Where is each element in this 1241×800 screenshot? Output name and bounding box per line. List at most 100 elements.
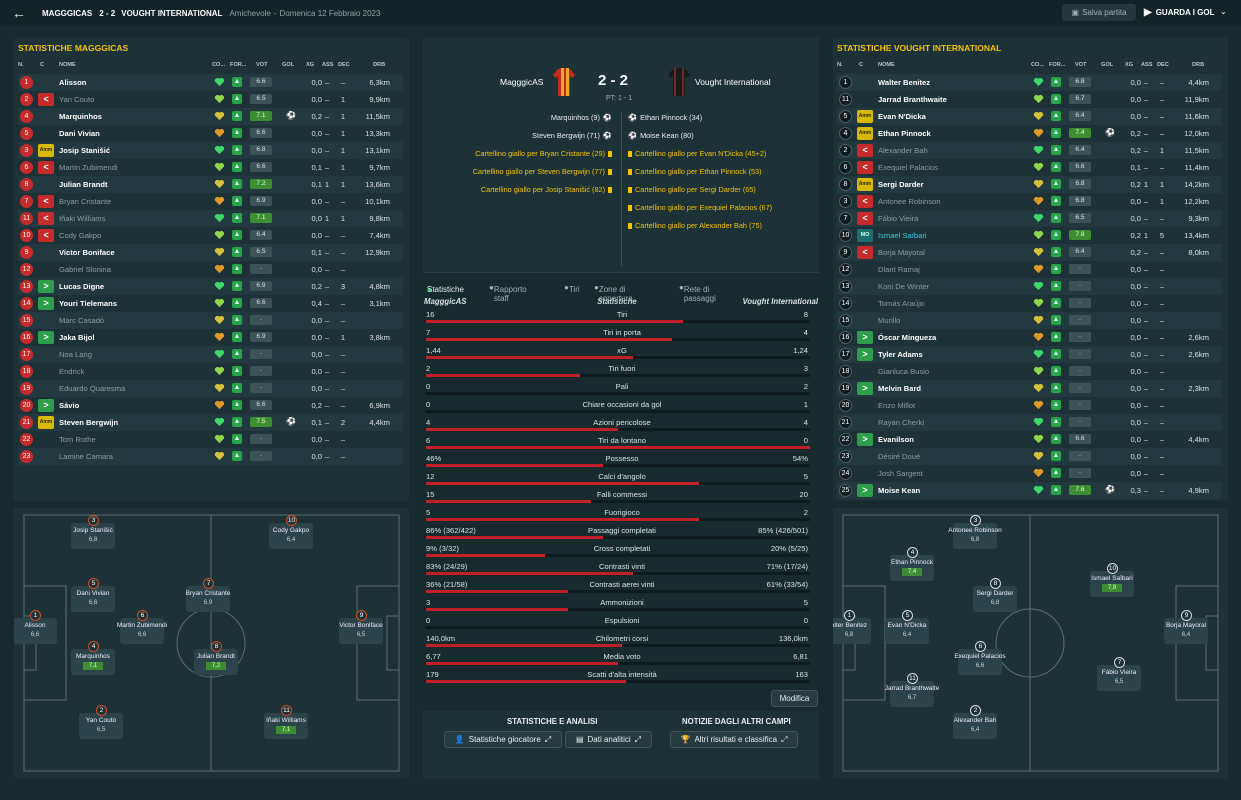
player-row[interactable]: 16 > Jaka Bijol ▲ 6.9 0,0– 1 3,8km <box>18 329 403 346</box>
player-name[interactable]: Victor Boniface <box>59 248 115 257</box>
player-row[interactable]: 18 Endrick ▲ -0,0– – <box>18 363 403 380</box>
pitch-player-token[interactable]: 11 Jarrad Branthwaite 6,7 <box>882 673 942 709</box>
player-row[interactable]: 7 < Bryan Cristante ▲ 6.9 0,0– –10,1km <box>18 193 403 210</box>
player-row[interactable]: 21 Rayan Cherki ▲ -0,0– – <box>837 414 1222 431</box>
player-name[interactable]: Marquinhos <box>59 112 103 121</box>
player-row[interactable]: 9 < Borja Mayoral ▲ 6.4 0,2– –8,0km <box>837 244 1222 261</box>
player-name[interactable]: Alexander Bah <box>878 146 928 155</box>
player-row[interactable]: 17 Noa Lang ▲ -0,0– – <box>18 346 403 363</box>
player-name[interactable]: Gianluca Busio <box>878 367 930 376</box>
player-name[interactable]: Eduardo Quaresma <box>59 384 126 393</box>
player-row[interactable]: 13 > Lucas Digne ▲ 6.9 0,2– 3 4,8km <box>18 278 403 295</box>
player-row[interactable]: 15 Marc Casadó ▲ -0,0– – <box>18 312 403 329</box>
save-match-button[interactable]: ▣ Salva partita <box>1062 4 1136 21</box>
player-name[interactable]: Ethan Pinnock <box>878 129 931 138</box>
player-name[interactable]: Gabriel Slonina <box>59 265 111 274</box>
player-name[interactable]: Martin Zubimendi <box>59 163 118 172</box>
player-row[interactable]: 10 MO Ismael Saïbari ▲ 7.8 0,2 1 5 13,4km <box>837 227 1222 244</box>
player-row[interactable]: 2 < Yan Couto ▲ 6.5 0,0– 1 9,9km <box>18 91 403 108</box>
pitch-player-token[interactable]: 3 Josip Stanišić 6,8 <box>63 515 123 551</box>
player-name[interactable]: Lucas Digne <box>59 282 105 291</box>
player-name[interactable]: Julian Brandt <box>59 180 108 189</box>
player-row[interactable]: 19 Eduardo Quaresma ▲ -0,0– – <box>18 380 403 397</box>
tab-tiri[interactable]: ● Tiri <box>564 283 580 294</box>
player-row[interactable]: 9 Victor Boniface ▲ 6.5 0,1– –12,9km <box>18 244 403 261</box>
pitch-player-token[interactable]: 1 alter Benitez 6,8 <box>833 610 879 646</box>
player-row[interactable]: 23 Lamine Camara ▲ -0,0– – <box>18 448 403 465</box>
player-name[interactable]: Moise Kean <box>878 486 921 495</box>
player-name[interactable]: Tomás Araújo <box>878 299 925 308</box>
player-name[interactable]: Jaka Bijol <box>59 333 95 342</box>
pitch-player-token[interactable]: 11 Iñaki Williams 7,1 <box>256 705 316 741</box>
player-row[interactable]: 17 > Tyler Adams ▲ -0,0– –2,6km <box>837 346 1222 363</box>
tab-rapporto-staff[interactable]: ● Rapporto staff <box>489 283 527 303</box>
pitch-player-token[interactable]: 10 Cody Gakpo 6,4 <box>261 515 321 551</box>
player-row[interactable]: 20 Enzo Millot ▲ -0,0– – <box>837 397 1222 414</box>
pitch-player-token[interactable]: 9 Victor Boniface 6,5 <box>331 610 391 646</box>
other-results-button[interactable]: 🏆 Altri risultati e classifica ⤢ <box>670 731 798 748</box>
player-name[interactable]: Youri Tielemans <box>59 299 117 308</box>
player-name[interactable]: Steven Bergwijn <box>59 418 119 427</box>
analytics-button[interactable]: ▤ Dati analitici ⤢ <box>565 731 652 748</box>
player-name[interactable]: Lamine Camara <box>59 452 114 461</box>
player-name[interactable]: Jarrad Branthwaite <box>878 95 947 104</box>
player-row[interactable]: 8 Julian Brandt ▲ 7.2 0,1 1 1 13,6km <box>18 176 403 193</box>
player-row[interactable]: 12 Dlant Ramaj ▲ -0,0– – <box>837 261 1222 278</box>
player-row[interactable]: 7 < Fábio Vieira ▲ 6.5 0,0– –9,3km <box>837 210 1222 227</box>
player-row[interactable]: 1 Alisson ▲ 6.6 0,0– –6,3km <box>18 74 403 91</box>
tab-rete-passaggi[interactable]: ● Rete di passaggi <box>679 283 716 303</box>
player-row[interactable]: 11 Jarrad Branthwaite ▲ 6.7 0,0– –11,9km <box>837 91 1222 108</box>
player-name[interactable]: Tyler Adams <box>878 350 923 359</box>
player-name[interactable]: Walter Benitez <box>878 78 931 87</box>
player-row[interactable]: 25 > Moise Kean ▲ 7.6 ⚽ 0,3– –4,9km <box>837 482 1222 499</box>
player-row[interactable]: 24 Josh Sargent ▲ -0,0– – <box>837 465 1222 482</box>
player-name[interactable]: Óscar Mingueza <box>878 333 937 342</box>
player-name[interactable]: Murillo <box>878 316 901 325</box>
player-row[interactable]: 14 Tomás Araújo ▲ -0,0– – <box>837 295 1222 312</box>
pitch-player-token[interactable]: 7 Bryan Cristante 6,9 <box>178 578 238 614</box>
player-row[interactable]: 16 > Óscar Mingueza ▲ -0,0– –2,6km <box>837 329 1222 346</box>
player-row[interactable]: 19 > Melvin Bard ▲ -0,0– –2,3km <box>837 380 1222 397</box>
player-name[interactable]: Yan Couto <box>59 95 95 104</box>
player-row[interactable]: 3 Amm Josip Stanišić ▲ 6.8 0,0– 1 13,1km <box>18 142 403 159</box>
pitch-player-token[interactable]: 8 Sergi Darder 6,8 <box>965 578 1025 614</box>
player-row[interactable]: 13 Koni De Winter ▲ -0,0– – <box>837 278 1222 295</box>
pitch-player-token[interactable]: 6 Martin Zubimendi 6,6 <box>112 610 172 646</box>
player-name[interactable]: Iñaki Williams <box>59 214 106 223</box>
player-name[interactable]: Désiré Doué <box>878 452 921 461</box>
player-name[interactable]: Cody Gakpo <box>59 231 102 240</box>
player-row[interactable]: 6 < Exequiel Palacios ▲ 6.6 0,1– –11,4km <box>837 159 1222 176</box>
player-name[interactable]: Marc Casadó <box>59 316 105 325</box>
player-row[interactable]: 12 Gabriel Slonina ▲ -0,0– – <box>18 261 403 278</box>
player-row[interactable]: 22 > Evanilson ▲ 6.6 0,0– –4,4km <box>837 431 1222 448</box>
player-row[interactable]: 2 < Alexander Bah ▲ 6.4 0,2– 1 11,5km <box>837 142 1222 159</box>
player-row[interactable]: 8 Amm Sergi Darder ▲ 6.8 0,2 1 1 14,2km <box>837 176 1222 193</box>
tab-zone-copertura[interactable]: ● Zone di copertura <box>594 283 633 303</box>
player-row[interactable]: 23 Désiré Doué ▲ -0,0– – <box>837 448 1222 465</box>
player-name[interactable]: Evan N'Dicka <box>878 112 926 121</box>
player-name[interactable]: Exequiel Palacios <box>878 163 938 172</box>
pitch-player-token[interactable]: 10 Ismael Saïbari 7,8 <box>1082 563 1142 599</box>
player-name[interactable]: Sergi Darder <box>878 180 924 189</box>
player-row[interactable]: 11 < Iñaki Williams ▲ 7.1 0,0 1 1 9,8km <box>18 210 403 227</box>
player-name[interactable]: Tom Rothe <box>59 435 96 444</box>
player-name[interactable]: Noa Lang <box>59 350 92 359</box>
pitch-player-token[interactable]: 2 Yan Couto 6,5 <box>71 705 131 741</box>
player-row[interactable]: 4 Marquinhos ▲ 7.1 ⚽ 0,2– 1 11,5km <box>18 108 403 125</box>
player-row[interactable]: 3 < Antonee Robinson ▲ 6.8 0,0– 1 12,2km <box>837 193 1222 210</box>
player-name[interactable]: Endrick <box>59 367 85 376</box>
watch-goals-button[interactable]: ▶ GUARDA I GOL <box>1144 4 1215 21</box>
player-name[interactable]: Ismael Saïbari <box>878 231 927 240</box>
chevron-down-icon[interactable]: ⌄ <box>1220 7 1227 16</box>
player-row[interactable]: 4 Amm Ethan Pinnock ▲ 7.4 ⚽ 0,2– –12,0km <box>837 125 1222 142</box>
pitch-player-token[interactable]: 2 Alexander Bah 6,4 <box>945 705 1005 741</box>
player-row[interactable]: 5 Amm Evan N'Dicka ▲ 6.4 0,0– –11,6km <box>837 108 1222 125</box>
player-name[interactable]: Dani Vivian <box>59 129 100 138</box>
player-name[interactable]: Borja Mayoral <box>878 248 925 257</box>
pitch-player-token[interactable]: 4 Ethan Pinnock 7,4 <box>882 547 942 583</box>
back-arrow-icon[interactable]: ← <box>12 5 26 21</box>
player-name[interactable]: Koni De Winter <box>878 282 930 291</box>
pitch-player-token[interactable]: 8 Julian Brandt 7,2 <box>186 641 246 677</box>
player-row[interactable]: 6 < Martin Zubimendi ▲ 6.6 0,1– 1 9,7km <box>18 159 403 176</box>
player-row[interactable]: 20 > Sávio ▲ 6.6 0,2– –6,9km <box>18 397 403 414</box>
